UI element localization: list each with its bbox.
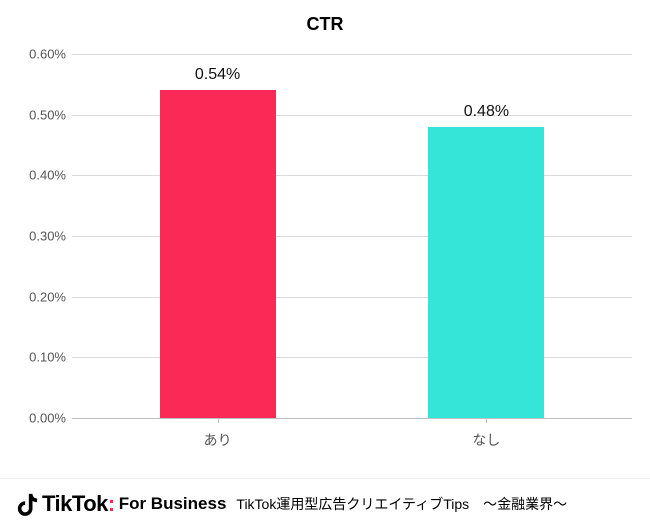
brand-main-word: TikTok <box>42 491 108 516</box>
y-tick-label: 0.20% <box>10 289 66 304</box>
y-tick-label: 0.30% <box>10 229 66 244</box>
gridline <box>72 175 632 176</box>
chart-title: CTR <box>0 14 650 35</box>
gridline <box>72 236 632 237</box>
footer-caption: TikTok運用型広告クリエイティブTips 〜金融業界〜 <box>236 494 567 514</box>
x-tick-mark <box>486 418 487 423</box>
gridline <box>72 357 632 358</box>
brand-colon: : <box>108 491 115 516</box>
y-tick-label: 0.00% <box>10 411 66 426</box>
x-tick-label: あり <box>204 430 232 450</box>
y-tick-label: 0.50% <box>10 107 66 122</box>
gridline <box>72 54 632 55</box>
y-tick-label: 0.40% <box>10 168 66 183</box>
bar <box>428 127 544 418</box>
tiktok-note-icon <box>16 492 38 516</box>
bar <box>160 90 276 418</box>
y-tick-label: 0.60% <box>10 47 66 62</box>
brand-main-text: TikTok: <box>42 491 115 517</box>
brand-logo: TikTok: For Business <box>16 491 226 517</box>
ctr-bar-chart: CTR 0.00%0.10%0.20%0.30%0.40%0.50%0.60%0… <box>0 0 650 478</box>
gridline <box>72 297 632 298</box>
brand-sub-text: For Business <box>119 494 227 514</box>
x-tick-mark <box>218 418 219 423</box>
bar-value-label: 0.54% <box>195 66 240 84</box>
footer: TikTok: For Business TikTok運用型広告クリエイティブT… <box>0 478 650 528</box>
y-tick-label: 0.10% <box>10 350 66 365</box>
bar-value-label: 0.48% <box>464 103 509 121</box>
gridline <box>72 418 632 419</box>
x-tick-label: なし <box>472 430 500 450</box>
gridline <box>72 115 632 116</box>
plot-area: 0.00%0.10%0.20%0.30%0.40%0.50%0.60%0.54%… <box>72 54 632 418</box>
